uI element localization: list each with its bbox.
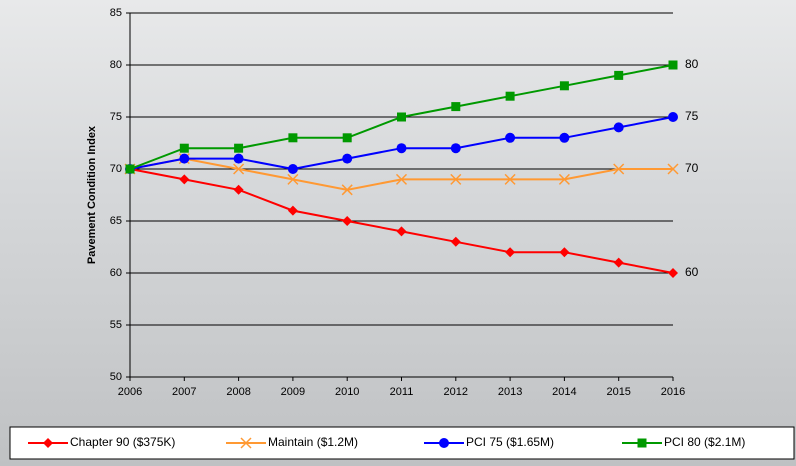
x-tick-label: 2012 xyxy=(444,386,468,398)
marker xyxy=(450,173,462,185)
x-tick-label: 2009 xyxy=(281,386,305,398)
marker xyxy=(341,184,353,196)
y-tick-label: 85 xyxy=(110,7,122,19)
marker xyxy=(559,81,569,91)
marker xyxy=(504,173,516,185)
marker xyxy=(559,132,570,143)
y-tick-label: 50 xyxy=(110,371,122,383)
marker xyxy=(613,163,625,175)
marker xyxy=(179,143,189,153)
end-label: 60 xyxy=(685,265,699,279)
legend-label: Chapter 90 ($375K) xyxy=(70,435,175,449)
marker xyxy=(451,102,461,112)
marker xyxy=(342,133,352,143)
marker xyxy=(614,70,624,80)
marker xyxy=(233,184,244,195)
marker xyxy=(240,437,252,449)
series-line xyxy=(129,116,674,171)
marker xyxy=(505,247,516,258)
end-label: 70 xyxy=(685,161,699,175)
marker xyxy=(287,205,298,216)
marker xyxy=(396,226,407,237)
marker xyxy=(396,143,407,154)
marker xyxy=(43,438,53,448)
marker xyxy=(505,132,516,143)
marker xyxy=(288,133,298,143)
y-axis-title: Pavement Condition Index xyxy=(86,125,98,264)
x-tick-label: 2007 xyxy=(172,386,196,398)
legend-label: PCI 80 ($2.1M) xyxy=(664,435,745,449)
marker xyxy=(179,174,190,185)
marker xyxy=(450,236,461,247)
legend-box xyxy=(9,426,795,460)
marker xyxy=(668,268,678,278)
x-tick-label: 2015 xyxy=(606,386,630,398)
legend-label: Maintain ($1.2M) xyxy=(268,435,358,449)
y-tick-label: 65 xyxy=(110,215,122,227)
x-tick-label: 2016 xyxy=(661,386,685,398)
marker xyxy=(637,438,647,448)
marker xyxy=(668,60,678,70)
x-tick-label: 2008 xyxy=(226,386,250,398)
x-tick-label: 2013 xyxy=(498,386,522,398)
y-tick-label: 55 xyxy=(110,319,122,331)
end-label: 75 xyxy=(685,109,699,123)
marker xyxy=(397,112,406,122)
legend-label: PCI 75 ($1.65M) xyxy=(466,435,554,449)
y-tick-label: 75 xyxy=(110,111,122,123)
marker xyxy=(342,153,353,164)
marker xyxy=(667,163,679,175)
marker xyxy=(558,173,570,185)
marker xyxy=(179,153,190,164)
marker xyxy=(613,122,624,133)
marker xyxy=(287,173,299,185)
marker xyxy=(233,163,245,175)
end-label: 80 xyxy=(685,57,699,71)
marker xyxy=(505,91,515,101)
y-tick-label: 80 xyxy=(110,59,122,71)
x-tick-label: 2011 xyxy=(390,386,414,398)
x-tick-label: 2006 xyxy=(118,386,142,398)
marker xyxy=(125,164,135,174)
marker xyxy=(559,247,570,258)
marker xyxy=(233,153,244,164)
x-tick-label: 2014 xyxy=(552,386,576,398)
marker xyxy=(450,143,461,154)
marker xyxy=(287,164,298,174)
y-tick-label: 70 xyxy=(110,163,122,175)
marker xyxy=(395,173,408,185)
marker xyxy=(342,216,353,226)
y-tick-label: 60 xyxy=(110,267,122,279)
marker xyxy=(613,257,624,268)
marker xyxy=(668,112,678,122)
x-tick-label: 2010 xyxy=(335,386,359,398)
marker xyxy=(234,143,244,153)
marker xyxy=(439,438,449,448)
